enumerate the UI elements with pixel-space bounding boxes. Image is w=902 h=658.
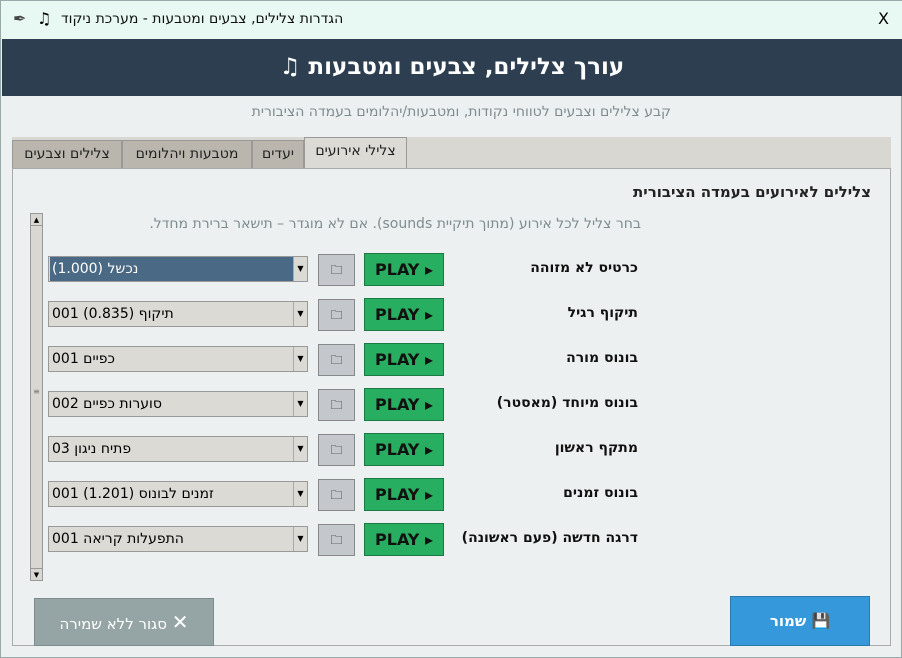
dropdown-arrow-icon[interactable]: ▼ [293,482,307,506]
event-label: בונוס זמנים [563,485,638,501]
music-note-icon: ♫ [279,54,301,80]
event-label: תיקוף רגיל [567,305,638,321]
sound-row: 001 התפעלות קריאה ▼ 🗀 PLAY ▸ דרגה חדשה (פ… [48,522,638,556]
event-label: בונוס מיוחד (מאסטר) [496,395,638,411]
browse-folder-button[interactable]: 🗀 [318,344,355,376]
scroll-up-arrow[interactable]: ▲ [31,214,42,226]
browse-folder-button[interactable]: 🗀 [318,389,355,421]
dropdown-arrow-icon[interactable]: ▼ [293,392,307,416]
dropdown-arrow-icon[interactable]: ▼ [293,437,307,461]
event-label: כרטיס לא מזוהה [530,260,638,276]
dropdown-arrow-icon[interactable]: ▼ [293,302,307,326]
cancel-label: סגור ללא שמירה [59,615,167,633]
sound-select[interactable]: 001 זמנים לבונוס (1.201) ▼ [48,481,308,507]
event-label: בונוס מורה [566,350,638,366]
browse-folder-button[interactable]: 🗀 [318,479,355,511]
title-bar: ✒ ♫ הגדרות צלילים, צבעים ומטבעות - מערכת… [1,1,902,39]
folder-icon: 🗀 [330,488,343,502]
music-note-icon: ♫ [37,9,52,28]
sound-select[interactable]: 001 תיקוף (0.835) ▼ [48,301,308,327]
event-label: דרגה חדשה (פעם ראשונה) [461,530,638,546]
sound-select-value: 001 התפעלות קריאה [52,531,184,547]
sound-select[interactable]: 001 כפיים ▼ [48,346,308,372]
header: עורך צלילים, צבעים ומטבעות ♫ [2,39,902,96]
tab-targets[interactable]: יעדים [252,140,304,169]
sound-select-value: 001 זמנים לבונוס (1.201) [52,486,214,502]
play-button[interactable]: PLAY ▸ [364,298,444,331]
close-button[interactable]: X [878,9,889,28]
sound-select-value: 03 פתיח ניגון [52,441,132,457]
folder-icon: 🗀 [330,263,343,277]
sound-select[interactable]: 03 פתיח ניגון ▼ [48,436,308,462]
folder-icon: 🗀 [330,533,343,547]
dropdown-arrow-icon[interactable]: ▼ [293,527,307,551]
subtitle: קבע צלילים וצבעים לטווחי נקודות, ומטבעות… [251,104,671,120]
folder-icon: 🗀 [330,398,343,412]
folder-icon: 🗀 [330,353,343,367]
sound-select-value: 001 תיקוף (0.835) [52,306,174,322]
sound-row: 002 סוערות כפיים ▼ 🗀 PLAY ▸ בונוס מיוחד (… [48,387,638,421]
save-label: שמור [769,612,807,630]
folder-icon: 🗀 [330,308,343,322]
play-button[interactable]: PLAY ▸ [364,478,444,511]
sound-row: 001 זמנים לבונוס (1.201) ▼ 🗀 PLAY ▸ בונוס… [48,477,638,511]
play-button[interactable]: PLAY ▸ [364,433,444,466]
dropdown-arrow-icon[interactable]: ▼ [293,257,307,281]
folder-icon: 🗀 [330,443,343,457]
play-button[interactable]: PLAY ▸ [364,343,444,376]
header-title: עורך צלילים, צבעים ומטבעות [308,54,625,80]
save-button[interactable]: 💾 שמור [730,596,870,646]
browse-folder-button[interactable]: 🗀 [318,254,355,286]
tab-coins-diamonds[interactable]: מטבעות ויהלומים [122,140,252,169]
play-button[interactable]: PLAY ▸ [364,253,444,286]
section-hint: .אם לא מוגדר – תישאר ברירת מחדל .(sounds… [149,216,641,232]
section-title: צלילים לאירועים בעמדה הציבורית [633,183,871,201]
tab-bar: צלילים וצבעים מטבעות ויהלומים יעדים צליל… [12,137,891,170]
tab-event-sounds[interactable]: צלילי אירועים [304,137,407,170]
feather-icon: ✒ [13,9,27,28]
browse-folder-button[interactable]: 🗀 [318,524,355,556]
x-icon: ✕ [171,610,189,634]
play-button[interactable]: PLAY ▸ [364,523,444,556]
save-icon: 💾 [811,612,831,630]
sound-row: 001 תיקוף (0.835) ▼ 🗀 PLAY ▸ תיקוף רגיל [48,297,638,331]
tab-sounds-colors[interactable]: צלילים וצבעים [12,140,122,169]
vertical-scrollbar[interactable]: ▲ ≡ ▼ [30,213,43,581]
window-title: הגדרות צלילים, צבעים ומטבעות - מערכת ניק… [61,11,344,27]
browse-folder-button[interactable]: 🗀 [318,434,355,466]
sound-select-value: 001 כפיים [52,351,115,367]
sound-row: (1.000) נכשל ▼ 🗀 PLAY ▸ כרטיס לא מזוהה [48,252,638,286]
event-label: מתקף ראשון [554,440,638,456]
sound-select[interactable]: (1.000) נכשל ▼ [48,256,308,282]
sound-select-value: 002 סוערות כפיים [52,396,162,412]
scroll-grip[interactable]: ≡ [33,387,40,396]
dropdown-arrow-icon[interactable]: ▼ [293,347,307,371]
sound-select[interactable]: 001 התפעלות קריאה ▼ [48,526,308,552]
play-button[interactable]: PLAY ▸ [364,388,444,421]
sound-row: 001 כפיים ▼ 🗀 PLAY ▸ בונוס מורה [48,342,638,376]
sound-select-value: (1.000) נכשל [50,257,293,281]
sound-row: 03 פתיח ניגון ▼ 🗀 PLAY ▸ מתקף ראשון [48,432,638,466]
sound-select[interactable]: 002 סוערות כפיים ▼ [48,391,308,417]
close-without-saving-button[interactable]: ✕ סגור ללא שמירה [34,598,214,646]
scroll-down-arrow[interactable]: ▼ [31,568,42,580]
browse-folder-button[interactable]: 🗀 [318,299,355,331]
